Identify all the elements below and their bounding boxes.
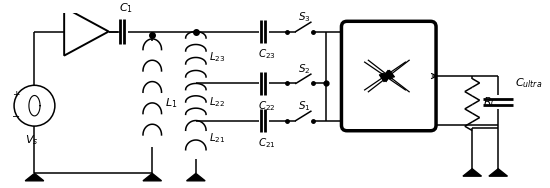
Polygon shape xyxy=(25,173,44,181)
Text: $C_{23}$: $C_{23}$ xyxy=(258,47,276,61)
Text: $L_{23}$: $L_{23}$ xyxy=(209,51,226,64)
Text: $C_{21}$: $C_{21}$ xyxy=(258,136,276,150)
Polygon shape xyxy=(186,173,205,181)
Polygon shape xyxy=(383,71,392,79)
Text: $C_{ultra}$: $C_{ultra}$ xyxy=(515,77,542,90)
Polygon shape xyxy=(143,173,162,181)
Polygon shape xyxy=(463,169,481,176)
FancyBboxPatch shape xyxy=(342,21,436,131)
Text: −: − xyxy=(12,112,20,122)
Polygon shape xyxy=(385,71,394,79)
Text: $L_{21}$: $L_{21}$ xyxy=(209,131,225,145)
Text: $L_{22}$: $L_{22}$ xyxy=(209,95,225,109)
Text: $C_{22}$: $C_{22}$ xyxy=(258,99,276,113)
Text: $S_3$: $S_3$ xyxy=(298,10,311,24)
Text: $R_C$: $R_C$ xyxy=(483,95,498,109)
Text: $C_1$: $C_1$ xyxy=(119,1,133,15)
Polygon shape xyxy=(380,73,389,81)
Text: +: + xyxy=(12,90,20,99)
Text: $V_s$: $V_s$ xyxy=(25,133,39,147)
Text: $S_1$: $S_1$ xyxy=(298,99,311,113)
Polygon shape xyxy=(381,73,390,81)
Text: $L_1$: $L_1$ xyxy=(165,96,178,110)
Text: $S_2$: $S_2$ xyxy=(298,62,311,76)
Polygon shape xyxy=(489,169,508,176)
